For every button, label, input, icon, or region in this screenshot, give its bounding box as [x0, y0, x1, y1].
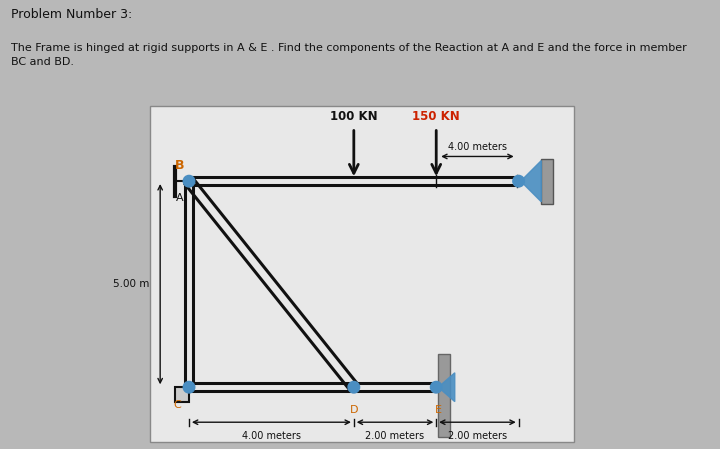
Circle shape	[184, 382, 195, 393]
Bar	[150, 106, 574, 442]
Text: A: A	[176, 193, 184, 202]
Circle shape	[348, 382, 359, 393]
Text: E: E	[435, 405, 442, 414]
Bar	[174, 387, 189, 401]
Circle shape	[184, 176, 195, 187]
Text: D: D	[350, 405, 358, 414]
Text: C: C	[174, 400, 181, 409]
Text: The Frame is hinged at rigid supports in A & E . Find the components of the Reac: The Frame is hinged at rigid supports in…	[11, 44, 687, 67]
Circle shape	[513, 176, 524, 187]
Text: 150 KN: 150 KN	[413, 110, 460, 123]
Text: 2.00 meters: 2.00 meters	[366, 431, 425, 441]
Polygon shape	[438, 373, 455, 401]
Text: Problem Number 3:: Problem Number 3:	[11, 8, 132, 21]
Text: 5.00 m: 5.00 m	[114, 279, 150, 289]
Text: B: B	[175, 159, 185, 172]
Bar	[438, 354, 450, 436]
Circle shape	[431, 382, 442, 393]
Text: 4.00 meters: 4.00 meters	[242, 431, 301, 441]
Text: 100 KN: 100 KN	[330, 110, 377, 123]
Text: 2.00 meters: 2.00 meters	[448, 431, 507, 441]
Bar	[541, 158, 553, 204]
Text: 4.00 meters: 4.00 meters	[448, 141, 507, 151]
Polygon shape	[521, 161, 541, 202]
